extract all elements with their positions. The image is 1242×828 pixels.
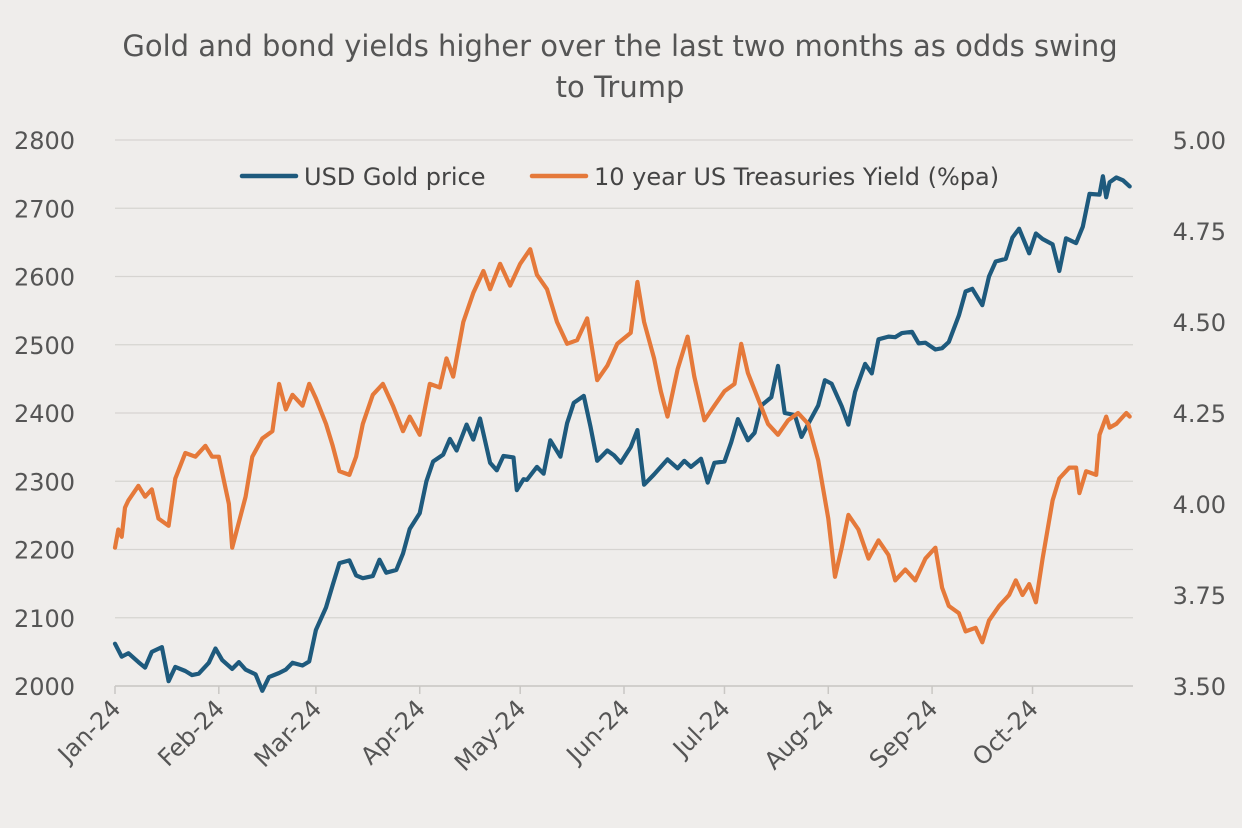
series-lines <box>112 174 1132 693</box>
y-left-tick-label: 2800 <box>14 127 75 155</box>
legend-label: 10 year US Treasuries Yield (%pa) <box>594 163 999 191</box>
series-line-gold-price <box>112 174 1132 693</box>
y-left-tick-label: 2400 <box>14 400 75 428</box>
x-tick-label: Feb-24 <box>152 694 230 772</box>
x-tick-label: Jan-24 <box>51 694 126 769</box>
y-right-tick-label: 4.50 <box>1173 309 1226 337</box>
legend: USD Gold price 10 year US Treasuries Yiel… <box>239 163 999 191</box>
y-left-tick-label: 2300 <box>14 468 75 496</box>
x-tick-label: Jun-24 <box>560 694 635 769</box>
y-right-tick-label: 5.00 <box>1173 127 1226 155</box>
y-left-tick-label: 2500 <box>14 332 75 360</box>
y-left-tick-label: 2700 <box>14 195 75 223</box>
gridlines <box>115 139 1133 687</box>
y-right-tick-label: 3.50 <box>1173 673 1226 701</box>
x-tick-label: Oct-24 <box>967 694 1044 771</box>
y-left-tick-label: 2200 <box>14 537 75 565</box>
y-right-tick-label: 4.00 <box>1173 491 1226 519</box>
y-right-tick-label: 4.25 <box>1173 400 1226 428</box>
y-right-tick-label: 4.75 <box>1173 218 1226 246</box>
x-tick-label: Mar-24 <box>249 694 327 772</box>
x-tick-label: May-24 <box>449 694 531 776</box>
y-right-tick-label: 3.75 <box>1173 582 1226 610</box>
x-tick-label: Sep-24 <box>864 694 944 774</box>
y-left-tick-label: 2600 <box>14 264 75 292</box>
chart-title: Gold and bond yields higher over the las… <box>122 29 1118 104</box>
axes: 2000 2100 2200 2300 2400 2500 2600 2700 2800 3.50… <box>14 127 1226 777</box>
x-tick-label: Jul-24 <box>666 694 735 763</box>
x-tick-label: Apr-24 <box>355 694 431 770</box>
series-line-treasury-yield <box>112 247 1132 645</box>
x-tick-label: Aug-24 <box>759 694 840 775</box>
y-left-tick-label: 2100 <box>14 605 75 633</box>
legend-label: USD Gold price <box>304 163 485 191</box>
y-left-tick-label: 2000 <box>14 673 75 701</box>
